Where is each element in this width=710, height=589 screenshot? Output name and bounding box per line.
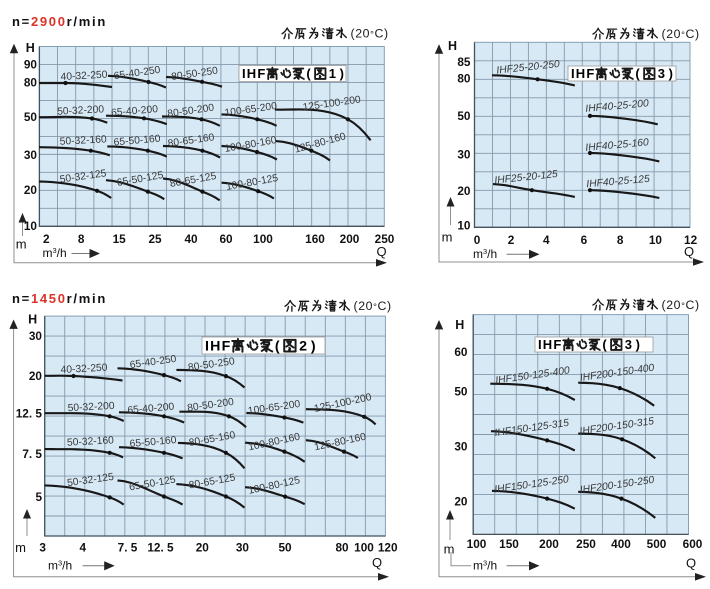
svg-text:40-32-250: 40-32-250 [60, 363, 108, 376]
svg-text:5: 5 [35, 490, 42, 504]
svg-text:2: 2 [43, 232, 50, 246]
svg-text:IHF: IHF [538, 337, 563, 352]
svg-text:Q: Q [376, 244, 386, 259]
svg-text:60: 60 [454, 345, 468, 359]
svg-text:30: 30 [454, 439, 468, 453]
svg-text:30: 30 [29, 329, 43, 343]
svg-text:20: 20 [24, 183, 38, 197]
svg-text:H: H [448, 39, 457, 53]
svg-text:50: 50 [278, 541, 292, 555]
svg-text:IHF: IHF [571, 66, 596, 81]
svg-text:10: 10 [457, 218, 471, 232]
svg-text:50: 50 [454, 384, 468, 398]
svg-text:3 ): 3 ) [658, 66, 673, 81]
svg-text:60: 60 [219, 232, 233, 246]
svg-text:65-50-160: 65-50-160 [113, 133, 161, 148]
svg-text:65-40-200: 65-40-200 [127, 401, 175, 416]
svg-text:12: 12 [684, 233, 698, 247]
svg-text:m3/h: m3/h [48, 558, 72, 572]
svg-text:Q: Q [684, 244, 694, 259]
svg-text:50: 50 [457, 109, 471, 123]
svg-text:30: 30 [236, 541, 250, 555]
svg-text:(: ( [275, 339, 280, 355]
svg-text:20: 20 [457, 184, 471, 198]
svg-text:2: 2 [508, 233, 515, 247]
svg-text:120: 120 [378, 541, 398, 555]
svg-text:50-32-200: 50-32-200 [67, 401, 115, 414]
svg-text:250: 250 [576, 537, 596, 551]
svg-text:50-32-160: 50-32-160 [60, 134, 108, 147]
svg-text:m: m [444, 542, 455, 557]
svg-text:H: H [28, 313, 37, 327]
svg-text:40: 40 [184, 232, 198, 246]
svg-text:20: 20 [454, 494, 468, 508]
svg-text:H: H [455, 318, 464, 332]
svg-text:4: 4 [80, 541, 87, 555]
svg-text:H: H [26, 41, 35, 55]
svg-text:2 ): 2 ) [299, 339, 316, 355]
svg-text:15: 15 [113, 232, 127, 246]
svg-text:20: 20 [29, 369, 43, 383]
svg-text:50-32-200: 50-32-200 [57, 104, 105, 117]
svg-text:80: 80 [457, 72, 471, 86]
svg-text:10: 10 [24, 219, 38, 233]
svg-text:40-32-250: 40-32-250 [60, 70, 108, 83]
svg-text:250: 250 [375, 232, 395, 246]
svg-text:25: 25 [148, 232, 162, 246]
svg-text:90: 90 [24, 58, 38, 72]
svg-text:85: 85 [457, 55, 471, 69]
svg-text:m3/h: m3/h [43, 246, 67, 260]
svg-text:80: 80 [24, 76, 38, 90]
svg-text:6: 6 [581, 233, 588, 247]
svg-text:1 ): 1 ) [329, 66, 344, 81]
svg-text:Q: Q [372, 555, 382, 570]
svg-text:m3/h: m3/h [473, 247, 497, 261]
svg-text:8: 8 [617, 233, 624, 247]
svg-text:30: 30 [24, 148, 38, 162]
svg-text:20: 20 [196, 541, 210, 555]
svg-text:7. 5: 7. 5 [118, 541, 138, 555]
svg-text:(20°C): (20°C) [662, 27, 700, 41]
svg-text:n=2900r/min: n=2900r/min [12, 14, 107, 29]
svg-text:(: ( [602, 337, 607, 352]
svg-text:160: 160 [305, 232, 325, 246]
svg-text:65-50-160: 65-50-160 [129, 435, 177, 450]
svg-text:(20°C): (20°C) [354, 299, 392, 313]
svg-text:200: 200 [539, 537, 559, 551]
svg-text:m: m [15, 540, 26, 555]
svg-text:7. 5: 7. 5 [22, 447, 42, 461]
svg-text:(: ( [635, 66, 640, 81]
svg-text:4: 4 [543, 233, 550, 247]
svg-text:m: m [442, 230, 453, 245]
svg-text:(20°C): (20°C) [351, 27, 389, 41]
svg-text:50-32-160: 50-32-160 [67, 435, 115, 448]
svg-text:(20°C): (20°C) [662, 298, 700, 312]
svg-text:30: 30 [457, 147, 471, 161]
svg-text:IHF: IHF [242, 66, 267, 81]
svg-text:100: 100 [253, 232, 273, 246]
svg-text:12. 5: 12. 5 [147, 541, 174, 555]
svg-text:m3/h: m3/h [473, 558, 497, 572]
svg-text:100: 100 [354, 541, 374, 555]
svg-text:8: 8 [78, 232, 85, 246]
svg-text:Q: Q [686, 556, 696, 571]
svg-text:600: 600 [683, 537, 703, 551]
svg-text:10: 10 [649, 233, 663, 247]
svg-text:3 ): 3 ) [625, 337, 640, 352]
svg-text:200: 200 [340, 232, 360, 246]
svg-text:50: 50 [24, 110, 38, 124]
svg-text:3: 3 [39, 541, 46, 555]
svg-text:150: 150 [499, 537, 519, 551]
svg-text:IHF: IHF [205, 339, 231, 355]
svg-text:65-40-200: 65-40-200 [111, 104, 159, 119]
svg-text:(: ( [306, 66, 311, 81]
svg-text:400: 400 [611, 537, 631, 551]
svg-text:500: 500 [647, 537, 667, 551]
svg-text:n=1450r/min: n=1450r/min [12, 291, 107, 306]
svg-text:100: 100 [467, 537, 487, 551]
svg-text:0: 0 [474, 233, 481, 247]
svg-text:80: 80 [335, 541, 349, 555]
svg-text:m: m [16, 237, 27, 252]
svg-text:12. 5: 12. 5 [16, 406, 43, 420]
